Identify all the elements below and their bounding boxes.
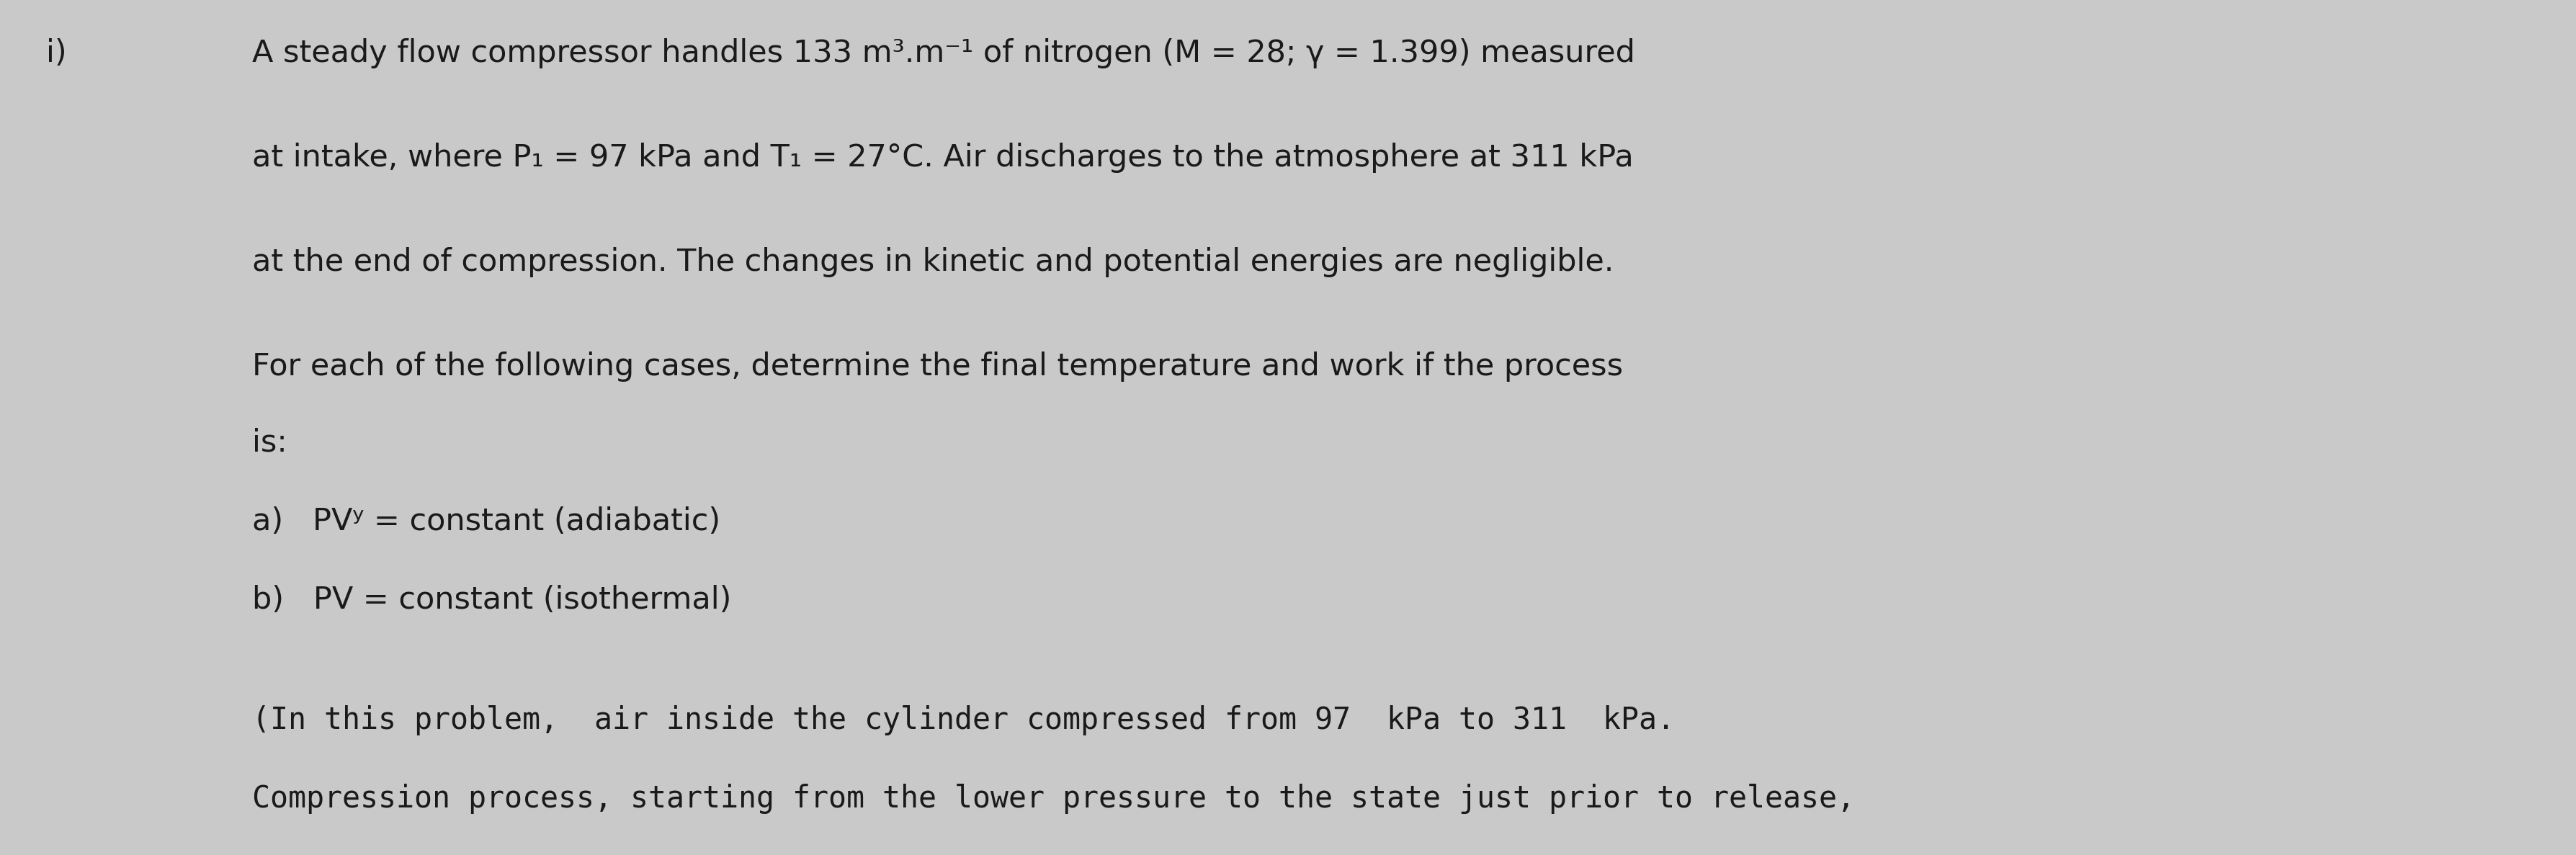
Text: (In this problem,  air inside the cylinder compressed from 97  kPa to 311  kPa.: (In this problem, air inside the cylinde… (252, 705, 1674, 735)
Text: is:: is: (252, 428, 289, 457)
Text: at intake, where P₁ = 97 kPa and T₁ = 27°C. Air discharges to the atmosphere at : at intake, where P₁ = 97 kPa and T₁ = 27… (252, 143, 1633, 173)
Text: b)   PV = constant (isothermal): b) PV = constant (isothermal) (252, 585, 732, 615)
Text: a)   PVʸ = constant (adiabatic): a) PVʸ = constant (adiabatic) (252, 506, 721, 536)
Text: at the end of compression. The changes in kinetic and potential energies are neg: at the end of compression. The changes i… (252, 247, 1615, 277)
Text: A steady flow compressor handles 133 m³.m⁻¹ of nitrogen (M = 28; γ = 1.399) meas: A steady flow compressor handles 133 m³.… (252, 38, 1636, 68)
Text: For each of the following cases, determine the final temperature and work if the: For each of the following cases, determi… (252, 351, 1623, 381)
Text: Compression process, starting from the lower pressure to the state just prior to: Compression process, starting from the l… (252, 784, 1855, 814)
Text: i): i) (46, 38, 67, 68)
